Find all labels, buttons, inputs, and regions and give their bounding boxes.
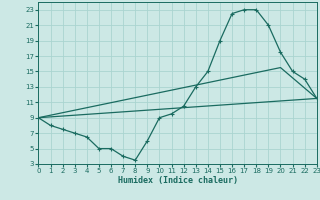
X-axis label: Humidex (Indice chaleur): Humidex (Indice chaleur)	[118, 176, 238, 185]
